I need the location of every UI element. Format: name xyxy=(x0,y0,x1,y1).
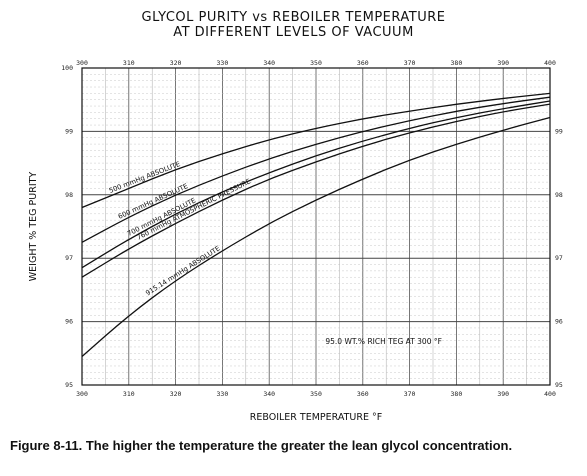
series-curve-4 xyxy=(81,103,551,278)
y-tick-label-left: 98 xyxy=(65,191,73,199)
x-tick-label-bottom: 350 xyxy=(310,390,322,398)
series-curve-3 xyxy=(81,100,551,269)
x-tick-label-bottom: 390 xyxy=(497,390,509,398)
series-curve-1 xyxy=(81,92,551,209)
x-tick-label-bottom: 370 xyxy=(404,390,416,398)
y-tick-label-left: 99 xyxy=(65,127,73,135)
x-tick-label-top: 340 xyxy=(263,59,275,67)
series-curve-5 xyxy=(81,116,551,357)
x-tick-label-bottom: 380 xyxy=(451,390,463,398)
figure-caption: Figure 8-11. The higher the temperature … xyxy=(10,438,513,453)
series-curves xyxy=(81,92,551,357)
x-tick-label-top: 300 xyxy=(76,59,88,67)
y-axis-label: WEIGHT % TEG PURITY xyxy=(28,172,39,282)
annotation: 95.0 WT.% RICH TEG AT 300 °F xyxy=(325,337,442,346)
x-tick-label-bottom: 310 xyxy=(123,390,135,398)
x-tick-label-top: 400 xyxy=(544,59,556,67)
x-tick-label-bottom: 400 xyxy=(544,390,556,398)
y-tick-label-left: 96 xyxy=(65,318,73,326)
plot-frame xyxy=(81,67,551,386)
y-tick-label-right: 99 xyxy=(555,127,563,135)
x-tick-label-bottom: 300 xyxy=(76,390,88,398)
x-tick-label-top: 380 xyxy=(451,59,463,67)
chart-subtitle: AT DIFFERENT LEVELS OF VACUUM xyxy=(173,25,414,40)
x-axis-label: REBOILER TEMPERATURE °F xyxy=(250,412,382,423)
y-tick-label-right: 96 xyxy=(555,318,563,326)
x-tick-label-bottom: 320 xyxy=(170,390,182,398)
y-tick-label-left: 97 xyxy=(65,254,73,262)
y-tick-label-left: 100 xyxy=(61,64,73,72)
grid xyxy=(81,68,551,385)
y-tick-label-right: 97 xyxy=(555,254,563,262)
y-tick-label-right: 95 xyxy=(555,381,563,389)
series-curve-2 xyxy=(81,96,551,243)
x-tick-label-bottom: 330 xyxy=(217,390,229,398)
x-tick-label-bottom: 360 xyxy=(357,390,369,398)
x-tick-label-top: 350 xyxy=(310,59,322,67)
y-tick-label-right: 98 xyxy=(555,191,563,199)
x-tick-label-top: 360 xyxy=(357,59,369,67)
x-tick-label-top: 330 xyxy=(217,59,229,67)
chart-title: GLYCOL PURITY vs REBOILER TEMPERATURE xyxy=(141,10,446,25)
x-tick-label-top: 390 xyxy=(497,59,509,67)
x-tick-label-top: 310 xyxy=(123,59,135,67)
x-tick-label-bottom: 340 xyxy=(263,390,275,398)
x-tick-label-top: 320 xyxy=(170,59,182,67)
y-tick-label-left: 95 xyxy=(65,381,73,389)
x-tick-label-top: 370 xyxy=(404,59,416,67)
tick-labels: 300 300 310 310 320 320 330 330 340 340 350 350 360 3… xyxy=(61,59,563,398)
